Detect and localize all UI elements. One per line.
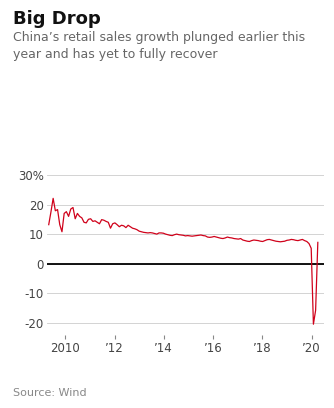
Text: Big Drop: Big Drop <box>13 10 101 28</box>
Text: Source: Wind: Source: Wind <box>13 388 87 398</box>
Text: China’s retail sales growth plunged earlier this
year and has yet to fully recov: China’s retail sales growth plunged earl… <box>13 31 306 61</box>
